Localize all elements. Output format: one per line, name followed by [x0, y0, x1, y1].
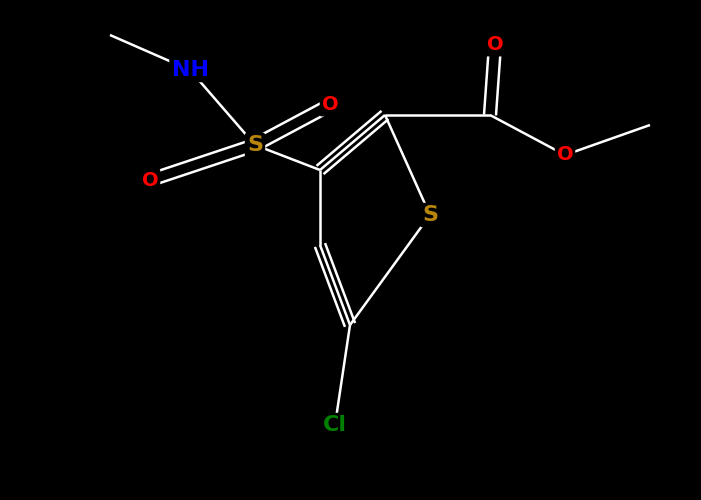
Text: S: S [247, 135, 263, 155]
Text: O: O [557, 146, 573, 165]
Text: O: O [322, 96, 339, 114]
Text: O: O [142, 170, 158, 190]
Text: NH: NH [172, 60, 208, 80]
Text: O: O [486, 36, 503, 54]
Text: S: S [422, 205, 438, 225]
Text: Cl: Cl [323, 415, 347, 435]
